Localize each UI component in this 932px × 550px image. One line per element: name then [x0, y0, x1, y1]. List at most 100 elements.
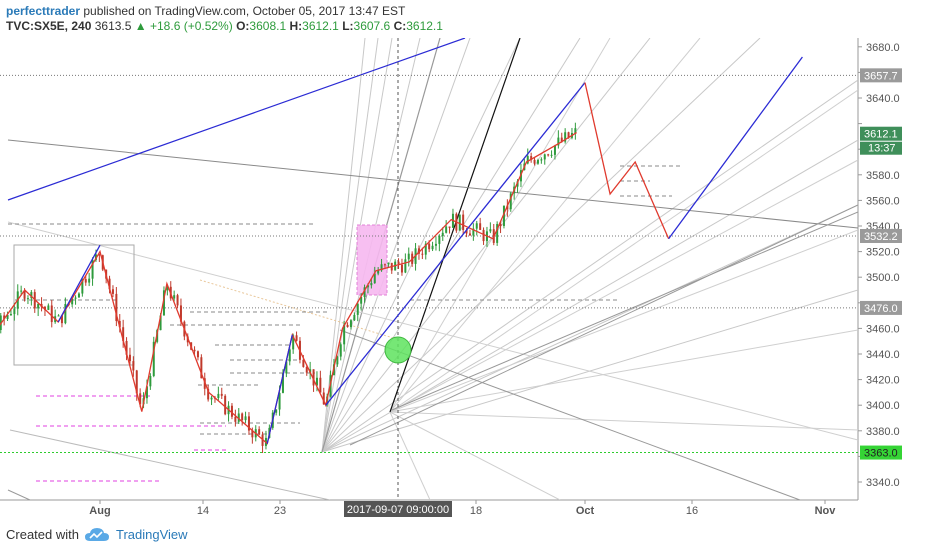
candle-body	[380, 264, 383, 271]
candle-body	[360, 296, 363, 304]
candle-body	[111, 289, 114, 294]
candle-body	[196, 351, 199, 358]
candle-body	[499, 223, 502, 226]
candle-body	[475, 223, 478, 229]
candle-body	[23, 290, 26, 299]
price-tick-label: 3560.0	[866, 195, 900, 207]
candle-body	[145, 386, 148, 399]
tradingview-brand-link[interactable]: TradingView	[116, 527, 188, 542]
candle-body	[564, 132, 567, 142]
price-tick-label: 3680.0	[866, 42, 900, 54]
plot-area[interactable]	[0, 38, 858, 500]
projection-red	[584, 82, 670, 240]
candle-body	[88, 278, 91, 283]
candle-body	[509, 193, 512, 210]
candle-body	[115, 293, 118, 322]
crosshair-time-tag-bg	[344, 501, 452, 517]
price-axis[interactable]: 3340.0 3380.0 3400.0 3420.0 3440.0 3460.0 3500…	[858, 42, 902, 489]
candle-body	[424, 243, 427, 255]
price-tag-label: 3363.0	[864, 448, 898, 460]
candle-body	[74, 297, 77, 299]
candle-body	[482, 229, 485, 242]
candle-body	[13, 308, 16, 315]
candle-body	[343, 324, 346, 345]
candle-body	[550, 154, 553, 156]
candle-body	[448, 226, 451, 228]
blue-trendline	[7, 38, 466, 201]
candle-body	[3, 315, 6, 319]
price-tag-label: 3657.7	[864, 70, 898, 82]
time-tick-label: 16	[686, 505, 698, 517]
tradingview-cloud-icon[interactable]	[84, 527, 110, 548]
candle-body	[543, 154, 546, 160]
candle-body	[383, 264, 386, 266]
candle-body	[159, 315, 162, 331]
candle-body	[441, 232, 444, 237]
high-value: 3612.1	[302, 19, 339, 33]
candle-body	[230, 405, 233, 417]
trendline-light	[7, 221, 858, 441]
candle-body	[200, 357, 203, 379]
candle-body	[237, 413, 240, 422]
candle-body	[346, 324, 349, 328]
candle-body	[64, 304, 67, 324]
candle-body	[547, 154, 550, 156]
price-tag-label: 3612.1	[864, 129, 898, 141]
candle-body	[210, 397, 213, 400]
candle-body	[81, 279, 84, 294]
candle-body	[139, 393, 142, 405]
price-tick-label: 3400.0	[866, 400, 900, 412]
fan-line-b	[389, 411, 431, 500]
candle-body	[400, 264, 403, 273]
candle-body	[349, 320, 352, 328]
candle-body	[84, 279, 87, 283]
crosshair-time-label: 2017-09-07 09:00:00	[347, 504, 449, 516]
time-tick-label: 18	[470, 505, 482, 517]
candle-body	[57, 315, 60, 317]
candle-body	[567, 132, 570, 138]
candle-body	[234, 416, 237, 422]
candle-body	[536, 160, 539, 164]
candle-body	[47, 305, 50, 310]
candle-body	[292, 335, 295, 350]
candle-body	[553, 145, 556, 155]
fan-line-b	[389, 411, 858, 431]
candle-body	[30, 292, 33, 299]
candle-body	[98, 254, 101, 256]
candle-body	[530, 156, 533, 160]
candle-body	[278, 392, 281, 410]
channel-line-upper	[391, 211, 858, 411]
publish-line: perfecttrader published on TradingView.c…	[6, 4, 405, 18]
trendline-corner	[7, 489, 31, 500]
price-tag-bg	[860, 228, 902, 243]
fan-line-a	[321, 79, 858, 453]
projection-blue	[668, 56, 803, 240]
candle-body	[50, 305, 53, 323]
candle-body	[560, 137, 563, 142]
candle-body	[431, 245, 434, 250]
candle-body	[302, 359, 305, 367]
time-tick-label: Nov	[815, 505, 837, 517]
candle-body	[339, 344, 342, 357]
author-link[interactable]: perfecttrader	[6, 4, 81, 18]
candle-body	[557, 137, 560, 146]
candle-body	[122, 327, 125, 341]
candle-body	[247, 416, 250, 431]
last-price: 3613.5	[94, 19, 132, 33]
fan-line-b	[389, 38, 701, 413]
candle-body	[312, 369, 315, 386]
fan-line-b	[389, 159, 858, 413]
price-tick-label: 3520.0	[866, 247, 900, 259]
candle-body	[472, 228, 475, 236]
candle-body	[366, 285, 369, 288]
footer: Created with TradingView	[0, 518, 932, 550]
price-chart[interactable]: 3340.0 3380.0 3400.0 3420.0 3440.0 3460.0 3500…	[0, 0, 932, 518]
candle-body	[315, 377, 318, 386]
candle-body	[26, 298, 29, 300]
fan-line-b	[389, 89, 858, 413]
candle-body	[336, 356, 339, 365]
price-tag-bg	[860, 68, 902, 83]
candle-body	[251, 430, 254, 438]
candle-body	[353, 314, 356, 321]
time-axis[interactable]: Aug 14 23 18 Oct 16 Nov 2017-09-07 09:00:00	[89, 500, 836, 517]
